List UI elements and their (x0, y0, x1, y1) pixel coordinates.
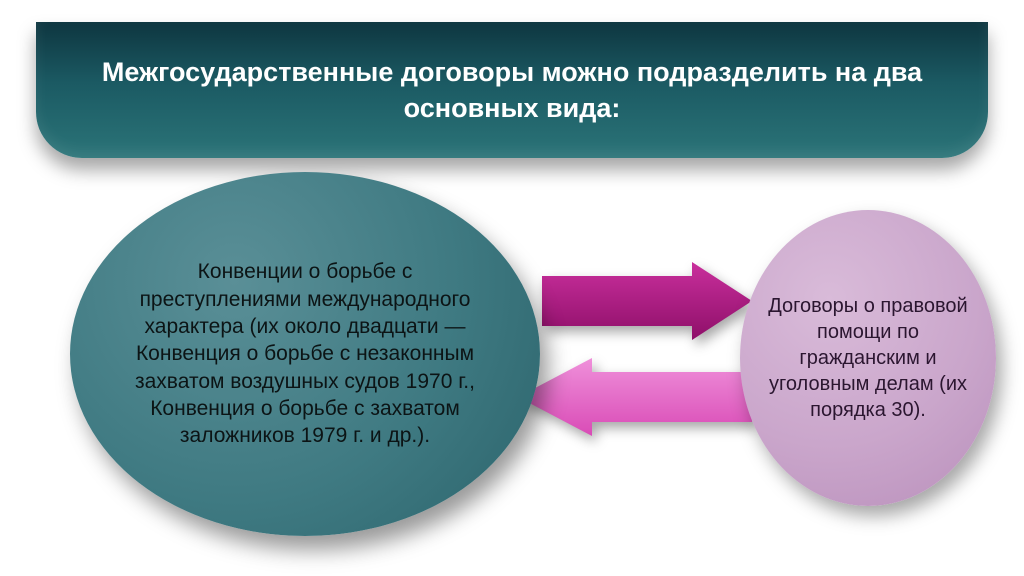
arrow-to-right (542, 262, 752, 340)
page-title: Межгосударственные договоры можно подраз… (96, 54, 928, 127)
right-ellipse-text: Договоры о правовой помощи по граждански… (766, 293, 970, 423)
left-ellipse-text: Конвенции о борьбе с преступлениями межд… (114, 258, 496, 449)
arrow-to-left (518, 358, 752, 436)
right-ellipse: Договоры о правовой помощи по граждански… (740, 210, 996, 506)
arrow-right-icon (542, 262, 752, 340)
title-banner: Межгосударственные договоры можно подраз… (36, 22, 988, 158)
left-ellipse: Конвенции о борьбе с преступлениями межд… (70, 172, 540, 536)
arrow-left-icon (518, 358, 752, 436)
